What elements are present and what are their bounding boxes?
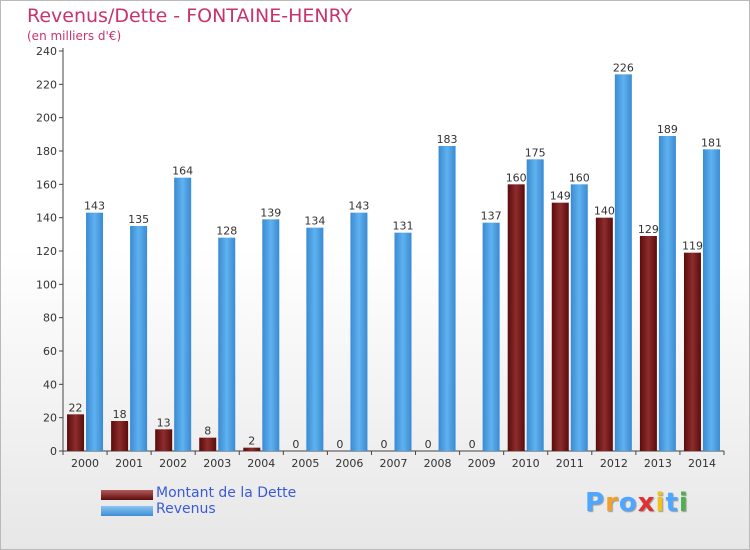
chart-title: Revenus/Dette - FONTAINE-HENRY [27,5,353,27]
legend-swatch-debt [101,490,153,500]
logo-letter: P [585,488,606,518]
bar-revenue [130,226,148,451]
data-label-debt: 160 [506,171,527,184]
data-label-debt: 129 [638,223,659,236]
y-tick-label: 200 [36,112,57,125]
bar-revenue [438,146,456,451]
x-tick-label: 2003 [203,457,231,470]
data-label-revenue: 164 [172,165,193,178]
bar-revenue [614,74,632,451]
y-tick-label: 160 [36,178,57,191]
bar-revenue [482,222,500,451]
bar-revenue [350,212,368,451]
data-label-revenue: 128 [216,225,237,238]
data-label-revenue: 143 [348,200,369,213]
data-label-revenue: 134 [304,215,325,228]
x-tick-label: 2005 [291,457,319,470]
x-tick-label: 2012 [600,457,628,470]
data-label-debt: 0 [469,438,476,451]
y-tick-label: 0 [50,445,57,458]
bar-debt [551,202,569,451]
data-label-debt: 2 [248,435,255,448]
data-label-revenue: 226 [613,61,634,74]
y-tick-label: 140 [36,212,57,225]
y-tick-label: 20 [43,412,57,425]
bar-debt [155,429,173,451]
x-tick-label: 2006 [335,457,363,470]
data-label-debt: 0 [292,438,299,451]
y-tick-label: 180 [36,145,57,158]
data-label-debt: 119 [682,240,703,253]
y-tick-label: 240 [36,45,57,58]
y-tick-label: 80 [43,312,57,325]
bar-debt [67,414,85,451]
x-tick-label: 2008 [424,457,452,470]
data-label-revenue: 135 [128,213,149,226]
x-tick-label: 2009 [468,457,496,470]
bar-revenue [262,219,280,451]
legend-label-revenue: Revenus [156,501,216,517]
chart-subtitle: (en milliers d'€) [27,29,122,43]
data-label-revenue: 139 [260,206,281,219]
logo-letter: i [678,488,689,518]
bar-debt [639,236,657,451]
logo-letter: t [665,488,679,518]
bar-revenue [86,212,104,451]
data-label-debt: 149 [550,190,571,203]
bar-revenue [174,177,192,451]
bar-debt [199,437,217,451]
data-label-revenue: 131 [393,220,414,233]
bar-revenue [394,232,412,451]
legend-label-debt: Montant de la Dette [156,485,297,501]
data-label-debt: 8 [204,425,211,438]
data-label-debt: 13 [157,416,171,429]
data-label-debt: 0 [336,438,343,451]
data-label-debt: 0 [381,438,388,451]
bar-debt [683,252,701,451]
data-label-revenue: 175 [525,146,546,159]
x-tick-label: 2013 [644,457,672,470]
data-label-revenue: 137 [481,210,502,223]
logo-letter: r [605,488,619,518]
bar-debt [243,447,261,451]
logo-letter: o [618,488,638,518]
x-tick-label: 2007 [380,457,408,470]
bar-revenue [306,227,324,451]
y-tick-label: 60 [43,345,57,358]
x-tick-label: 2002 [159,457,187,470]
y-tick-label: 120 [36,245,57,258]
legend-swatch-revenue [101,506,153,516]
y-tick-label: 40 [43,378,57,391]
logo-letter: i [655,488,666,518]
proxiti-logo: Proxiti [585,488,689,518]
data-label-revenue: 183 [437,133,458,146]
data-label-revenue: 160 [569,171,590,184]
x-tick-label: 2014 [688,457,716,470]
bar-revenue [702,149,720,452]
x-tick-label: 2001 [115,457,143,470]
bar-revenue [570,184,588,452]
data-label-revenue: 189 [657,123,678,136]
bar-debt [111,421,129,451]
logo-letter: x [637,488,656,518]
bar-revenue [526,159,544,452]
data-label-debt: 18 [113,408,127,421]
data-label-revenue: 181 [701,136,722,149]
bar-debt [507,184,525,452]
x-tick-label: 2010 [512,457,540,470]
x-tick-label: 2011 [556,457,584,470]
x-tick-label: 2000 [71,457,99,470]
data-label-debt: 22 [69,401,83,414]
bar-revenue [658,136,676,451]
data-label-revenue: 143 [84,200,105,213]
bar-debt [595,217,613,451]
y-tick-label: 100 [36,278,57,291]
data-label-debt: 140 [594,205,615,218]
bar-revenue [218,237,236,451]
x-tick-label: 2004 [247,457,275,470]
y-tick-label: 220 [36,78,57,91]
data-label-debt: 0 [425,438,432,451]
